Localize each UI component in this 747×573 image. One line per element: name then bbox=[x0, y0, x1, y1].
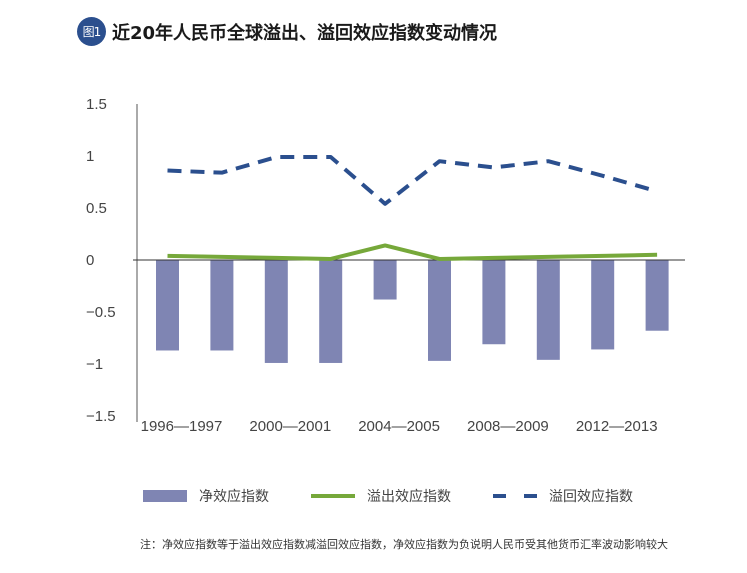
line-spillback-index bbox=[167, 155, 658, 206]
legend-swatch-line bbox=[311, 494, 355, 498]
bar-net-effect bbox=[645, 260, 669, 331]
legend-item-net: 净效应指数 bbox=[143, 486, 269, 506]
bar-net-effect bbox=[591, 260, 615, 350]
bar-net-effect bbox=[536, 260, 560, 360]
bar-net-effect bbox=[210, 260, 234, 351]
legend-label: 溢出效应指数 bbox=[367, 489, 451, 505]
x-tick-label: 2004—2005 bbox=[358, 418, 440, 435]
x-axis-ticks: 1996—1997 2000—2001 2004—2005 2008—2009 2012… bbox=[141, 418, 658, 435]
bar-net-effect bbox=[373, 260, 397, 300]
y-tick-label: 0 bbox=[86, 252, 94, 269]
line-spillover-index bbox=[167, 243, 658, 261]
y-axis-ticks: 1.5 1 0.5 0 −0.5 −1 −1.5 bbox=[86, 96, 116, 425]
y-tick-label: 0.5 bbox=[86, 200, 107, 217]
bar-net-effect bbox=[319, 260, 343, 363]
legend-item-spillback: 溢回效应指数 bbox=[493, 486, 633, 506]
bar-net-effect bbox=[264, 260, 288, 363]
x-tick-label: 1996—1997 bbox=[141, 418, 223, 435]
x-tick-label: 2000—2001 bbox=[249, 418, 331, 435]
chart-header: 图1 近20年人民币全球溢出、溢回效应指数变动情况 bbox=[77, 17, 497, 46]
y-tick-label: −1.5 bbox=[86, 408, 116, 425]
legend: 净效应指数 溢出效应指数 溢回效应指数 bbox=[143, 486, 675, 506]
x-tick-label: 2008—2009 bbox=[467, 418, 549, 435]
legend-label: 溢回效应指数 bbox=[549, 489, 633, 505]
y-tick-label: 1.5 bbox=[86, 96, 107, 113]
y-tick-label: 1 bbox=[86, 148, 94, 165]
footnote: 注：净效应指数等于溢出效应指数减溢回效应指数，净效应指数为负说明人民币受其他货币… bbox=[140, 538, 668, 551]
legend-swatch-bar bbox=[143, 490, 187, 502]
bar-net-effect bbox=[156, 260, 179, 351]
figure-badge: 图1 bbox=[77, 17, 106, 46]
x-tick-label: 2012—2013 bbox=[576, 418, 658, 435]
line-series bbox=[167, 155, 658, 261]
legend-swatch-dashed bbox=[493, 494, 537, 498]
y-tick-label: −1 bbox=[86, 356, 103, 373]
bar-series bbox=[156, 260, 669, 363]
y-tick-label: −0.5 bbox=[86, 304, 116, 321]
legend-item-spillover: 溢出效应指数 bbox=[311, 486, 451, 506]
legend-label: 净效应指数 bbox=[199, 489, 269, 505]
bar-net-effect bbox=[482, 260, 506, 345]
chart-title: 近20年人民币全球溢出、溢回效应指数变动情况 bbox=[112, 22, 498, 44]
bar-net-effect bbox=[428, 260, 451, 361]
